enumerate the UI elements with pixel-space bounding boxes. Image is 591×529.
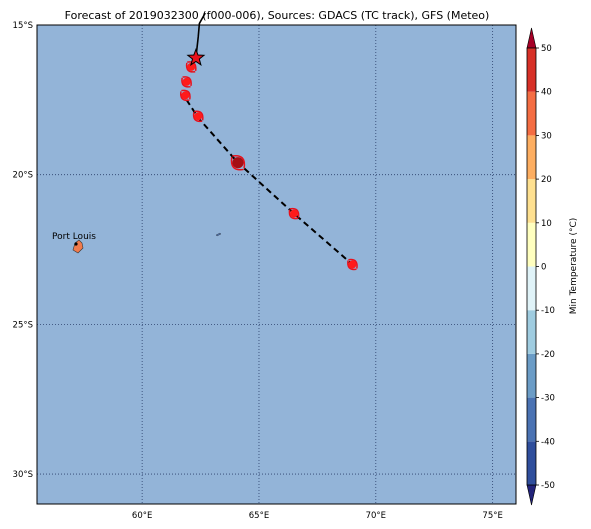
lon-tick-label: 70°E bbox=[366, 511, 386, 521]
latitude-tick-labels: 15°S 20°S 25°S 30°S bbox=[13, 21, 33, 480]
colorbar-segment bbox=[527, 91, 536, 136]
ocean-background bbox=[37, 25, 516, 504]
lon-tick-label: 60°E bbox=[132, 511, 152, 521]
tropical-cyclone-icon bbox=[181, 76, 192, 88]
colorbar-tick-label: 40 bbox=[541, 88, 552, 98]
tropical-cyclone-icon bbox=[230, 154, 246, 171]
colorbar-segment bbox=[527, 179, 536, 223]
colorbar bbox=[526, 27, 537, 506]
colorbar-tick-label: 10 bbox=[541, 219, 552, 229]
tropical-cyclone-icon bbox=[192, 110, 204, 123]
tropical-cyclone-icon bbox=[288, 207, 300, 220]
colorbar-tick-label: 20 bbox=[541, 175, 552, 185]
lat-tick-label: 30°S bbox=[13, 470, 33, 480]
lat-tick-label: 25°S bbox=[13, 320, 33, 330]
islands bbox=[72, 232, 222, 254]
colorbar-tick-label: -40 bbox=[541, 437, 555, 447]
colorbar-segment bbox=[527, 222, 536, 267]
colorbar-tick-label: -30 bbox=[541, 394, 555, 404]
longitude-tick-labels: 60°E 65°E 70°E 75°E bbox=[132, 511, 503, 521]
colorbar-segment bbox=[527, 48, 536, 92]
colorbar-segment bbox=[527, 135, 536, 180]
tropical-cyclone-icon bbox=[347, 258, 358, 271]
port-louis-marker bbox=[74, 242, 78, 246]
colorbar-segment bbox=[527, 353, 536, 398]
colorbar-segment bbox=[527, 441, 536, 485]
colorbar-segment bbox=[527, 397, 536, 442]
colorbar-segment bbox=[527, 310, 536, 354]
place-label-port-louis: Port Louis bbox=[52, 232, 96, 242]
colorbar-tick-label: -20 bbox=[541, 350, 555, 360]
storm-symbols bbox=[180, 47, 358, 271]
colorbar-tick-label: 30 bbox=[541, 131, 552, 141]
lat-tick-label: 20°S bbox=[13, 171, 33, 181]
past-track-line bbox=[195, 12, 206, 59]
map-frame bbox=[36, 24, 517, 505]
colorbar-tick-label: -50 bbox=[541, 481, 555, 491]
colorbar-tick-labels: -50 -40 -30 -20 -10 0 10 20 30 40 50 bbox=[536, 44, 555, 491]
colorbar-tick-label: -10 bbox=[541, 306, 555, 316]
lon-tick-label: 65°E bbox=[249, 511, 269, 521]
figure-title: Forecast of 2019032300 (f000-006), Sourc… bbox=[65, 9, 490, 22]
rodrigues-island bbox=[215, 232, 222, 237]
tropical-cyclone-icon bbox=[185, 61, 197, 73]
map-panel: Port Louis 60°E 65°E 70°E 75°E 15°S 20°S 25°S… bbox=[13, 12, 517, 521]
colorbar-tick-label: 50 bbox=[541, 44, 552, 54]
current-position-star-icon bbox=[186, 47, 206, 66]
colorbar-segment bbox=[527, 266, 536, 311]
colorbar-tick-label: 0 bbox=[541, 263, 546, 273]
colorbar-extend-min bbox=[526, 484, 537, 506]
tropical-cyclone-icon bbox=[180, 89, 191, 102]
lon-tick-label: 75°E bbox=[482, 511, 502, 521]
colorbar-extend-max bbox=[526, 27, 537, 49]
colorbar-label: Min Temperature (°C) bbox=[569, 218, 579, 315]
lat-tick-label: 15°S bbox=[13, 21, 33, 31]
